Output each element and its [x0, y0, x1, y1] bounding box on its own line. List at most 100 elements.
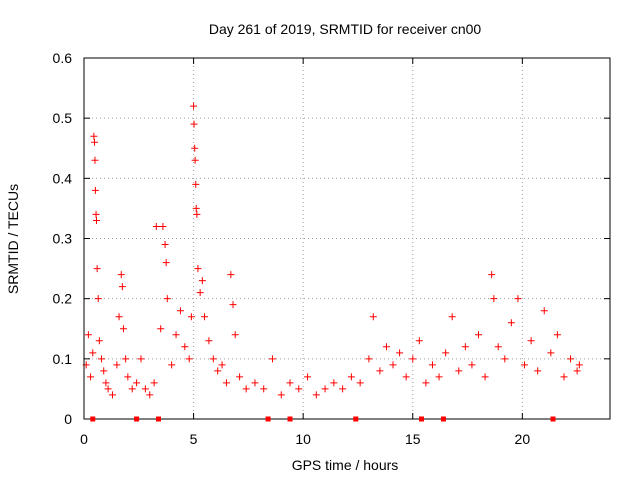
data-point	[119, 325, 127, 333]
data-point	[260, 385, 268, 393]
data-point	[461, 343, 469, 351]
data-point	[122, 355, 130, 363]
data-point	[356, 379, 364, 387]
data-point	[295, 385, 303, 393]
data-point	[389, 361, 397, 369]
data-point	[422, 379, 430, 387]
data-point	[560, 373, 568, 381]
data-point	[214, 367, 222, 375]
data-point	[113, 361, 121, 369]
data-point	[409, 355, 417, 363]
data-point	[507, 319, 515, 327]
data-point	[128, 385, 136, 393]
data-point	[369, 313, 377, 321]
data-point	[475, 331, 482, 339]
data-point	[488, 271, 496, 279]
data-point	[108, 391, 116, 399]
data-point	[312, 391, 320, 399]
data-point	[222, 379, 230, 387]
data-point	[191, 156, 199, 164]
data-point	[575, 361, 583, 369]
chart-title: Day 261 of 2019, SRMTID for receiver cn0…	[209, 21, 482, 37]
data-point	[231, 331, 239, 339]
x-tick-label: 5	[190, 431, 198, 447]
data-point	[117, 271, 125, 279]
axis-marker	[90, 416, 96, 422]
data-point	[442, 349, 450, 357]
data-point	[229, 301, 237, 309]
data-point	[382, 343, 390, 351]
data-point	[481, 373, 489, 381]
x-tick-label: 0	[80, 431, 88, 447]
data-point	[268, 355, 276, 363]
data-point	[396, 349, 404, 357]
data-point	[115, 313, 123, 321]
y-tick-label: 0.6	[53, 50, 73, 66]
data-point	[150, 379, 158, 387]
data-point	[553, 331, 561, 339]
data-point	[190, 102, 198, 110]
data-point	[157, 325, 165, 333]
data-point	[198, 277, 206, 285]
data-point	[218, 361, 226, 369]
data-point	[141, 385, 149, 393]
data-point	[321, 385, 329, 393]
data-point	[94, 295, 102, 303]
data-point	[190, 120, 198, 128]
axis-marker	[156, 416, 162, 422]
data-point	[92, 210, 100, 218]
axis-marker	[550, 416, 556, 422]
axis-marker	[265, 416, 271, 422]
data-point	[242, 385, 250, 393]
axis-marker	[440, 416, 446, 422]
data-point	[168, 361, 176, 369]
data-point	[448, 313, 456, 321]
data-point	[435, 373, 443, 381]
data-point	[91, 156, 99, 164]
data-point	[494, 343, 502, 351]
data-point	[89, 349, 97, 357]
axis-markers	[90, 416, 556, 422]
data-point	[402, 373, 410, 381]
data-point	[534, 367, 542, 375]
data-point	[347, 373, 355, 381]
data-points	[82, 102, 583, 399]
y-tick-label: 0.5	[53, 110, 73, 126]
data-point	[330, 379, 338, 387]
data-point	[187, 313, 195, 321]
y-tick-label: 0.3	[53, 231, 73, 247]
x-tick-label: 10	[295, 431, 311, 447]
data-point	[547, 349, 555, 357]
x-axis-label: GPS time / hours	[292, 457, 399, 473]
y-tick-label: 0.1	[53, 351, 73, 367]
data-point	[176, 307, 184, 315]
data-point	[159, 222, 167, 230]
data-point	[428, 361, 436, 369]
data-point	[201, 313, 209, 321]
data-point	[193, 210, 201, 218]
data-point	[104, 385, 112, 393]
data-point	[91, 186, 99, 194]
x-tick-label: 20	[515, 431, 531, 447]
data-point	[527, 337, 535, 345]
axis-marker	[353, 416, 359, 422]
data-point	[100, 367, 108, 375]
data-point	[286, 379, 294, 387]
data-point	[468, 361, 476, 369]
data-point	[514, 295, 522, 303]
data-point	[95, 337, 103, 345]
data-point	[91, 138, 99, 146]
data-point	[133, 379, 141, 387]
data-point	[87, 373, 95, 381]
data-point	[339, 385, 347, 393]
data-point	[181, 343, 189, 351]
data-point	[196, 289, 204, 297]
data-point	[521, 361, 529, 369]
data-point	[118, 283, 126, 291]
y-tick-label: 0	[64, 411, 72, 427]
data-point	[163, 295, 171, 303]
data-point	[93, 265, 101, 273]
y-axis-label: SRMTID / TECUs	[5, 184, 21, 294]
